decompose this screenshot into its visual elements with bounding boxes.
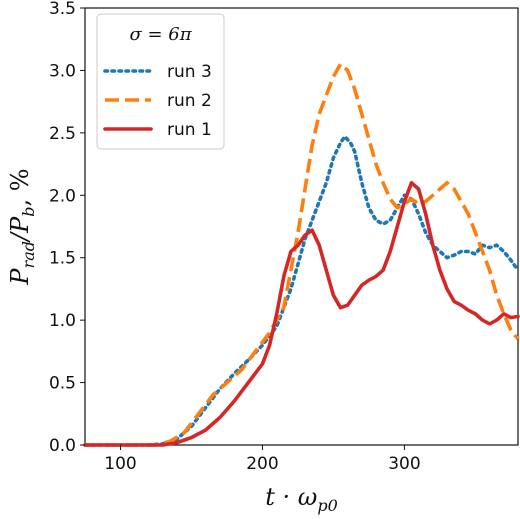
y-tick-label: 0.0	[49, 436, 76, 456]
legend-title: σ = 6π	[129, 24, 192, 45]
y-tick-label: 2.0	[49, 186, 76, 206]
y-tick-label: 3.5	[49, 0, 76, 19]
series-line-run-3	[83, 134, 520, 447]
legend-label: run 1	[167, 120, 212, 140]
legend-label: run 2	[167, 91, 212, 111]
legend-label: run 3	[167, 62, 212, 82]
y-tick-label: 0.5	[49, 374, 76, 394]
legend-box	[96, 13, 225, 150]
series-layer	[83, 62, 520, 447]
y-tick-label: 1.5	[49, 249, 76, 269]
series-line-run-2	[85, 62, 520, 447]
legend: σ = 6π run 3 run 2 run 1	[96, 13, 225, 150]
y-axis-title: Prad/Pb, %	[6, 168, 38, 285]
plot-area	[84, 7, 519, 446]
series-line-run-1	[83, 181, 520, 447]
y-tick-label: 2.5	[49, 124, 76, 144]
y-axis-ticks: 0.0 0.5 1.0 1.5 2.0 2.5 3.0 3.5	[49, 0, 85, 456]
x-tick-label: 300	[388, 454, 420, 474]
x-tick-label: 200	[246, 454, 278, 474]
x-axis-ticks: 100 200 300	[104, 445, 421, 474]
y-tick-label: 3.0	[49, 61, 76, 81]
x-tick-label: 100	[104, 454, 136, 474]
x-axis-title: t · ωp0	[265, 483, 338, 515]
y-tick-label: 1.0	[49, 311, 76, 331]
